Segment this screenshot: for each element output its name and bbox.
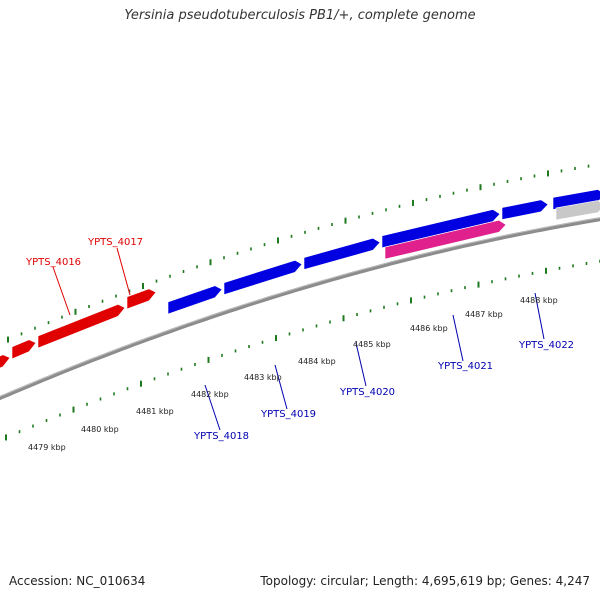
backbone-path	[0, 217, 600, 401]
backbone-highlight	[0, 217, 600, 398]
gene-arrow-red	[0, 354, 11, 369]
scale-label: 4481 kbp	[136, 407, 174, 416]
gene-label: YPTS_4021	[437, 361, 493, 372]
scale-label: 4484 kbp	[298, 357, 336, 366]
leader-line	[116, 247, 131, 296]
scale-label: 4483 kbp	[244, 373, 282, 382]
gene-label: YPTS_4019	[260, 409, 316, 420]
gene-label: YPTS_4022	[518, 340, 574, 351]
gene-arrow-blue	[552, 189, 600, 210]
inner-tick-track	[5, 259, 600, 441]
gene-label: YPTS_4018	[193, 431, 249, 442]
gene-arrow-blue	[381, 209, 501, 249]
scale-label: 4486 kbp	[410, 324, 448, 333]
accession-text: Accession: NC_010634	[9, 574, 146, 588]
gene-arrow-blue	[501, 199, 549, 220]
backbone-line	[0, 217, 600, 401]
gene-track	[0, 189, 600, 369]
leader-line	[52, 266, 71, 316]
gene-arrow-red	[126, 288, 157, 310]
gene-arrow-pink	[384, 219, 507, 260]
scale-labels: 4479 kbp 4480 kbp 4481 kbp 4482 kbp 4483 kbp…	[28, 296, 558, 452]
gene-arrow-red	[37, 303, 126, 349]
genome-summary-text: Topology: circular; Length: 4,695,619 bp…	[260, 574, 590, 588]
leader-line	[452, 314, 464, 362]
leader-line	[355, 342, 367, 387]
leader-line	[534, 292, 545, 340]
gene-label: YPTS_4016	[25, 257, 81, 268]
label-leaders	[52, 247, 545, 431]
outer-tick-track	[7, 164, 590, 343]
gene-label: YPTS_4017	[87, 237, 143, 248]
scale-label: 4485 kbp	[353, 340, 391, 349]
gene-labels: YPTS_4016 YPTS_4017 YPTS_4018 YPTS_4019 YPTS…	[25, 237, 574, 442]
gene-arrow-blue	[223, 259, 303, 296]
scale-label: 4482 kbp	[191, 390, 229, 399]
leader-line	[204, 384, 221, 431]
scale-label: 4479 kbp	[28, 443, 66, 452]
gene-arrow-blue	[167, 285, 223, 315]
scale-label: 4488 kbp	[520, 296, 558, 305]
scale-label: 4480 kbp	[81, 425, 119, 434]
gene-arrow-blue	[303, 237, 381, 270]
gene-label: YPTS_4020	[339, 387, 395, 398]
gene-arrow-red	[11, 339, 37, 360]
scale-label: 4487 kbp	[465, 310, 503, 319]
leader-line	[274, 364, 288, 410]
map-title: Yersinia pseudotuberculosis PB1/+, compl…	[124, 8, 476, 23]
gene-arrow-gray	[555, 200, 600, 221]
